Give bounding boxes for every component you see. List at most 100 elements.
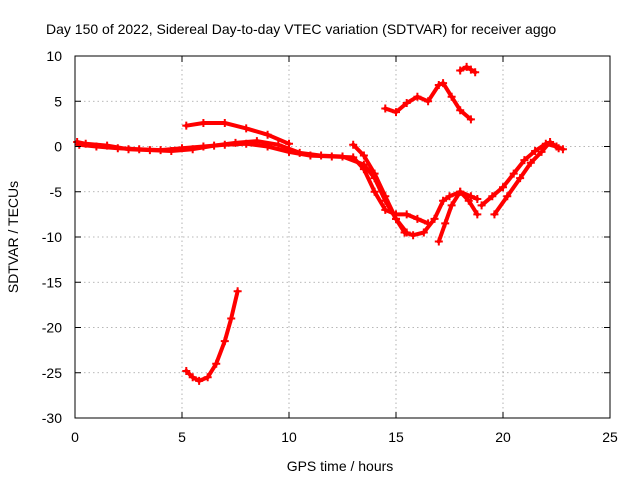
data-point-marker (434, 80, 443, 89)
data-point-marker (233, 287, 242, 296)
data-point-marker (441, 219, 450, 228)
data-point-marker (490, 210, 499, 219)
data-point-marker (499, 183, 507, 192)
grid-layer (75, 56, 610, 418)
data-point-marker (466, 65, 475, 74)
x-tick-label: 0 (71, 429, 79, 445)
series-track-upper-right (383, 81, 473, 122)
data-point-marker (370, 169, 379, 178)
data-point-marker (402, 228, 411, 237)
data-point-marker (424, 97, 433, 106)
data-point-marker (370, 187, 379, 196)
data-point-marker (520, 156, 529, 165)
data-point-marker (402, 210, 411, 219)
series-track-upper-arc (184, 121, 291, 146)
data-point-marker (447, 92, 456, 101)
data-point-marker (242, 139, 251, 148)
data-point-marker (182, 366, 191, 375)
data-point-marker (447, 201, 456, 210)
data-point-marker (242, 124, 251, 133)
x-tick-label: 20 (495, 429, 511, 445)
data-point-marker (503, 192, 512, 201)
data-point-marker (409, 231, 418, 240)
y-tick-label: -15 (42, 274, 62, 290)
data-point-marker (434, 237, 443, 246)
data-point-marker (381, 205, 390, 214)
data-point-marker (392, 214, 400, 223)
series-track-right-rise-b (492, 140, 561, 217)
data-point-marker (466, 192, 475, 201)
data-point-marker (156, 146, 165, 155)
data-point-marker (359, 151, 368, 160)
data-point-marker (220, 140, 229, 149)
data-point-marker (546, 137, 555, 146)
y-tick-label: -20 (42, 320, 62, 336)
series-track-deep-arc (184, 289, 240, 383)
y-tick-label: -30 (42, 410, 62, 426)
data-point-marker (516, 174, 525, 183)
data-point-marker (195, 376, 204, 385)
data-point-marker (462, 62, 471, 71)
y-tick-label: -10 (42, 229, 62, 245)
series-layer (73, 62, 567, 385)
data-point-marker (488, 192, 497, 201)
data-point-marker (199, 118, 208, 127)
data-point-marker (349, 140, 358, 149)
data-point-marker (113, 144, 122, 153)
data-point-marker (220, 118, 229, 127)
data-point-marker (456, 66, 465, 75)
data-point-marker (188, 373, 197, 382)
data-point-marker (227, 314, 236, 323)
series-track-dip-right (436, 189, 480, 244)
data-point-marker (413, 214, 422, 223)
series-track-top-blob (458, 64, 478, 75)
data-point-marker (402, 99, 411, 108)
x-tick-label: 25 (602, 429, 618, 445)
data-point-marker (92, 142, 101, 151)
data-point-marker (381, 104, 390, 113)
data-point-marker (430, 214, 439, 223)
tick-layer: 0 5 10 15 20 25 10 5 0 -5 -10 -15 -20 -25 -30 (42, 48, 618, 445)
data-point-marker (471, 68, 480, 77)
data-point-marker (509, 169, 518, 178)
x-tick-label: 15 (388, 429, 404, 445)
data-point-marker (381, 192, 390, 201)
data-point-marker (285, 147, 293, 156)
data-point-marker (359, 165, 368, 174)
data-point-marker (413, 92, 422, 101)
data-point-marker (212, 359, 221, 368)
data-point-marker (327, 152, 336, 161)
chart-title: Day 150 of 2022, Sidereal Day-to-day VTE… (46, 21, 556, 37)
data-point-marker (537, 147, 546, 156)
x-axis-label: GPS time / hours (287, 458, 394, 474)
data-point-marker (182, 121, 191, 130)
data-point-marker (263, 142, 272, 151)
y-axis-label: SDTVAR / TECUs (5, 181, 21, 293)
data-point-marker (263, 130, 272, 139)
data-point-marker (306, 151, 315, 160)
data-point-marker (392, 108, 400, 117)
y-tick-label: 0 (54, 139, 62, 155)
data-point-marker (349, 153, 358, 162)
data-point-marker (419, 228, 428, 237)
data-point-marker (526, 158, 535, 167)
x-tick-label: 10 (281, 429, 297, 445)
data-point-marker (178, 144, 186, 153)
series-track-late-rise (351, 142, 409, 235)
data-point-marker (466, 115, 475, 124)
data-point-marker (285, 139, 293, 148)
data-point-marker (554, 144, 563, 153)
y-tick-label: -5 (50, 184, 63, 200)
data-point-marker (199, 142, 208, 151)
x-tick-label: 5 (178, 429, 186, 445)
y-tick-label: 5 (54, 93, 62, 109)
data-point-marker (424, 219, 433, 228)
data-point-marker (135, 145, 144, 154)
data-point-marker (445, 192, 454, 201)
data-point-marker (477, 201, 486, 210)
y-tick-label: 10 (46, 48, 62, 64)
data-point-marker (473, 194, 482, 203)
data-point-marker (439, 196, 448, 205)
data-point-marker (220, 337, 229, 346)
